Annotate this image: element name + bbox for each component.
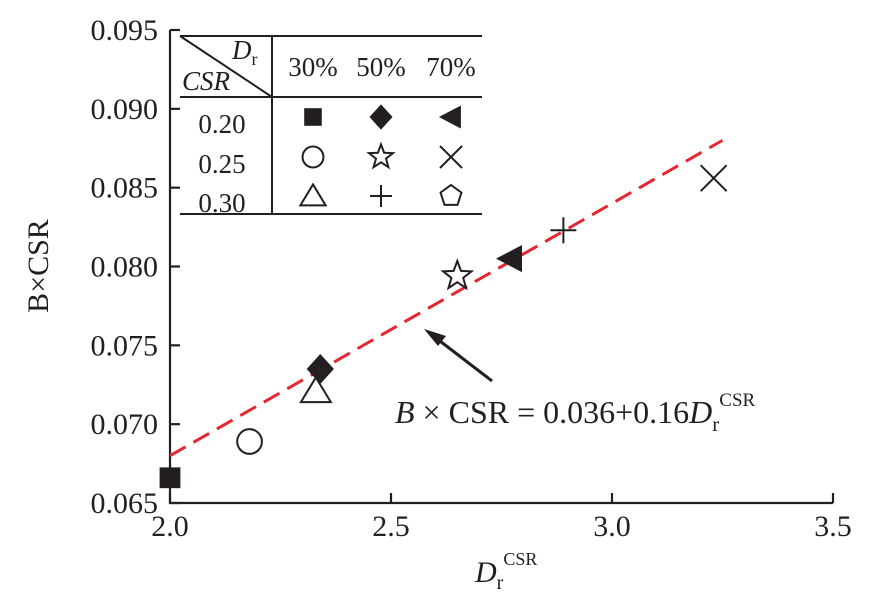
plus-shape (370, 185, 392, 207)
data-point-filled-left-triangle (496, 244, 523, 273)
data-point-open-circle (236, 428, 263, 455)
y-tick-label: 0.095 (91, 14, 159, 47)
x-axis-title: Dr CSR (474, 549, 537, 594)
y-axis-title: B×CSR (22, 219, 55, 313)
plus-shape (550, 217, 577, 244)
x-axis-title-sub: r (497, 572, 504, 594)
fit-line-layer (169, 139, 724, 458)
table-row-label: 0.25 (198, 149, 245, 179)
x-tick-label: 3.0 (593, 510, 631, 543)
legend-table: DrCSR 30% 50% 70%0.200.250.30 (179, 35, 482, 218)
x-cross-shape (699, 164, 728, 192)
filled-left-triangle-shape (496, 244, 523, 273)
fit-equation-sub: r (712, 412, 719, 436)
table-column-header: 30% (288, 52, 338, 82)
open-circle-shape (236, 428, 263, 455)
y-tick-label: 0.075 (91, 329, 159, 362)
filled-diamond-shape (369, 104, 393, 130)
y-tick-label: 0.080 (91, 251, 159, 284)
y-tick-label: 0.090 (91, 93, 159, 126)
open-pentagon-marker (439, 183, 463, 206)
x-tick-label: 2.5 (372, 510, 410, 543)
open-star-marker (366, 141, 396, 170)
filled-square-shape (304, 108, 322, 126)
annotation-arrow-head (424, 329, 446, 346)
fit-equation: B × CSR = 0.036+0.16DrCSR (395, 390, 756, 436)
table-row-label: 0.20 (198, 109, 245, 139)
open-circle-shape (301, 145, 325, 169)
open-star-shape (440, 258, 475, 291)
x-cross-shape (439, 145, 463, 169)
fit-equation-body: × CSR = 0.036+0.16 (415, 394, 690, 430)
table-row-label: 0.30 (198, 188, 245, 218)
fit-line (169, 139, 724, 458)
filled-diamond-shape (306, 354, 334, 384)
data-point-filled-square (159, 467, 181, 489)
x-tick-label: 3.5 (814, 510, 852, 543)
data-point-filled-diamond (306, 354, 334, 384)
x-axis-title-sup: CSR (503, 549, 537, 569)
open-star-shape (366, 141, 396, 170)
y-tick-label: 0.070 (91, 408, 159, 441)
filled-left-triangle-shape (438, 105, 461, 129)
x-axis-title-var: D (474, 556, 497, 589)
filled-left-triangle-marker (438, 105, 461, 129)
table-corner-dr: Dr (231, 35, 258, 69)
open-triangle-shape (299, 375, 333, 404)
fit-equation-d: D (688, 394, 712, 430)
table-column-header: 70% (426, 52, 476, 82)
filled-diamond-marker (369, 104, 393, 130)
data-points (159, 164, 728, 489)
data-point-x-cross (699, 164, 728, 192)
equation-annotation: B × CSR = 0.036+0.16DrCSR (395, 329, 756, 436)
table-corner-diagonal (179, 35, 273, 98)
table-corner-dr-sub: r (252, 49, 258, 69)
open-triangle-marker (298, 182, 328, 207)
fit-equation-sup: CSR (719, 390, 755, 411)
open-circle-marker (301, 145, 325, 169)
data-point-plus (550, 217, 577, 244)
y-tick-label: 0.085 (91, 172, 159, 205)
axes: 2.0 2.5 3.0 3.5 0.065 0.070 0.075 0.080 0.085 0.0… (22, 14, 852, 594)
x-tick-label: 2.0 (151, 510, 189, 543)
table-column-header: 50% (356, 52, 406, 82)
data-point-open-triangle (299, 375, 333, 404)
open-triangle-shape (298, 182, 328, 207)
open-pentagon-shape (439, 183, 463, 206)
fit-equation-b: B (395, 394, 415, 430)
x-cross-marker (439, 145, 463, 169)
table-corner-dr-var: D (231, 35, 252, 65)
plus-marker (370, 185, 392, 207)
data-point-open-star (440, 258, 475, 291)
y-tick-label: 0.065 (91, 487, 159, 520)
filled-square-marker (304, 108, 322, 126)
annotation-arrow-shaft (435, 336, 493, 383)
table-corner-csr: CSR (182, 66, 231, 96)
filled-square-shape (159, 467, 181, 489)
